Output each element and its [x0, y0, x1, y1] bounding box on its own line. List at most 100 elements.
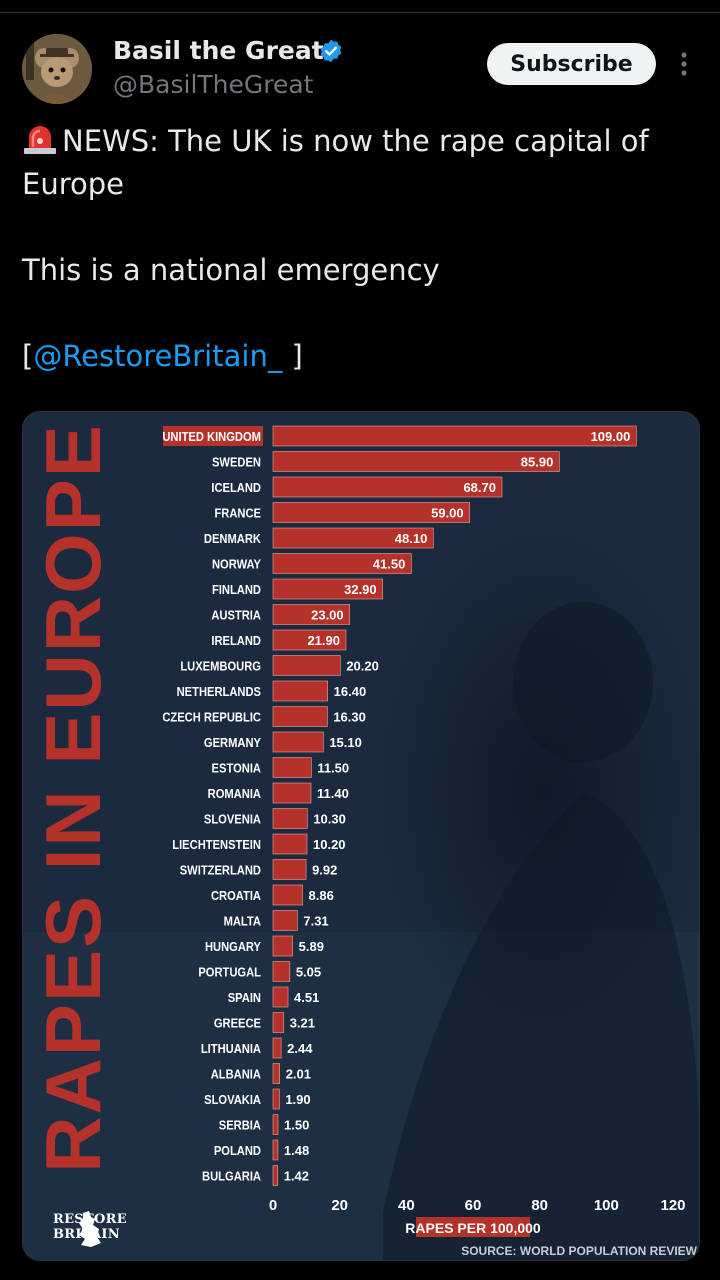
- mention-bracket-close: ]: [282, 339, 303, 373]
- bar: [272, 655, 341, 676]
- logo-line1: RESTORE: [53, 1212, 127, 1227]
- post-text-line1: NEWS: The UK is now the rape capital of …: [22, 120, 702, 206]
- bar: [272, 629, 347, 651]
- chart-title: RAPES IN EUROPE: [40, 428, 110, 1168]
- bar: [272, 527, 434, 549]
- bar: [272, 731, 324, 753]
- category-label: LITHUANIA: [201, 1041, 261, 1056]
- bar: [272, 1063, 280, 1084]
- bar: [272, 935, 293, 957]
- category-label: SWEDEN: [212, 455, 261, 470]
- x-tick-label: 100: [594, 1197, 619, 1214]
- category-label: ESTONIA: [212, 761, 262, 776]
- category-label: SLOVENIA: [204, 812, 261, 827]
- bar-value-label: 16.40: [334, 684, 367, 699]
- image-background: [23, 412, 699, 1260]
- category-label: ICELAND: [211, 480, 261, 495]
- category-label: AUSTRIA: [211, 608, 261, 623]
- post-text: NEWS: The UK is now the rape capital of …: [22, 120, 702, 378]
- author-name[interactable]: Basil the Great: [113, 36, 324, 65]
- bar: [272, 808, 308, 829]
- bar: [272, 884, 303, 906]
- category-label: LUXEMBOURG: [180, 659, 261, 674]
- category-label: NETHERLANDS: [177, 684, 261, 699]
- category-label: ALBANIA: [211, 1067, 261, 1082]
- bar-value-label: 2.01: [286, 1067, 311, 1082]
- bar-value-label: 5.05: [296, 965, 321, 980]
- bar-value-label: 7.31: [303, 914, 328, 929]
- x-axis-label: RAPES PER 100,000: [405, 1220, 541, 1236]
- bar-value-label: 1.50: [284, 1118, 309, 1133]
- bar: [272, 502, 470, 523]
- bar: [272, 1139, 279, 1161]
- bar: [272, 1012, 284, 1033]
- bar: [272, 706, 328, 727]
- bar-value-label: 3.21: [290, 1016, 315, 1031]
- avatar[interactable]: [22, 34, 92, 104]
- category-label: IRELAND: [211, 633, 261, 648]
- logo-line2: BRITAIN: [53, 1227, 120, 1242]
- bar: [272, 859, 307, 880]
- bar-value-label: 1.90: [285, 1092, 310, 1107]
- bar: [272, 1088, 280, 1110]
- category-label: UNITED KINGDOM: [162, 429, 261, 444]
- bar-value-label: 5.89: [299, 939, 324, 954]
- bar-value-label: 48.10: [395, 531, 428, 546]
- bar-value-label: 10.30: [313, 812, 346, 827]
- bar: [272, 476, 503, 498]
- x-tick-label: 40: [398, 1197, 415, 1214]
- category-label: CZECH REPUBLIC: [162, 710, 261, 725]
- bar: [272, 604, 350, 625]
- bar-value-label: 10.20: [313, 837, 346, 852]
- bar-value-label: 109.00: [591, 429, 631, 444]
- media-image[interactable]: UNITED KINGDOM 109.00 SWEDEN 85.90 ICELAND 68…: [22, 411, 700, 1261]
- bar: [272, 553, 412, 574]
- bar-value-label: 59.00: [431, 506, 464, 521]
- bar: [272, 833, 308, 855]
- bar-value-label: 4.51: [294, 990, 319, 1005]
- bar: [272, 425, 637, 447]
- x-tick-label: 60: [465, 1197, 482, 1214]
- bar-value-label: 9.92: [312, 863, 337, 878]
- mention-link[interactable]: @RestoreBritain_: [33, 339, 283, 373]
- bar-value-label: 21.90: [307, 633, 340, 648]
- category-label: GERMANY: [204, 735, 261, 750]
- bar: [272, 1037, 282, 1059]
- category-label: SERBIA: [219, 1118, 261, 1133]
- category-label: GREECE: [214, 1016, 261, 1031]
- bar-value-label: 20.20: [346, 659, 379, 674]
- subscribe-button[interactable]: Subscribe: [487, 43, 656, 85]
- restore-britain-logo-icon: [79, 1211, 101, 1247]
- source-note: SOURCE: WORLD POPULATION REVIEW: [461, 1244, 697, 1258]
- category-label: FRANCE: [214, 506, 261, 521]
- bar-value-label: 41.50: [373, 557, 406, 572]
- category-label: PORTUGAL: [198, 965, 261, 980]
- post-mention-line: [@RestoreBritain_ ]: [22, 335, 702, 378]
- bar-value-label: 23.00: [311, 608, 344, 623]
- category-label: CROATIA: [211, 888, 261, 903]
- restore-britain-logo-text: RESTORE BRITAIN: [53, 1212, 127, 1242]
- category-label: BULGARIA: [202, 1169, 261, 1184]
- siren-icon: [24, 126, 56, 154]
- bar: [272, 782, 312, 804]
- x-tick-label: 120: [660, 1197, 685, 1214]
- bar-value-label: 11.50: [317, 761, 349, 776]
- category-label: SPAIN: [228, 990, 261, 1005]
- bar: [272, 680, 328, 702]
- category-label: SWITZERLAND: [180, 863, 261, 878]
- category-label: POLAND: [214, 1143, 261, 1158]
- bar-value-label: 2.44: [287, 1041, 313, 1056]
- more-options-icon[interactable]: [676, 48, 692, 80]
- bar-value-label: 11.40: [317, 786, 349, 801]
- author-handle[interactable]: @BasilTheGreat: [113, 70, 314, 99]
- x-tick-label: 0: [269, 1197, 277, 1214]
- top-divider: [0, 12, 720, 13]
- bar: [272, 451, 560, 472]
- bar-value-label: 15.10: [329, 735, 362, 750]
- category-label: ROMANIA: [208, 786, 262, 801]
- bar-value-label: 1.42: [284, 1169, 309, 1184]
- category-label: HUNGARY: [205, 939, 261, 954]
- category-label: LIECHTENSTEIN: [172, 837, 261, 852]
- category-label: MALTA: [224, 914, 262, 929]
- bar: [272, 1114, 279, 1135]
